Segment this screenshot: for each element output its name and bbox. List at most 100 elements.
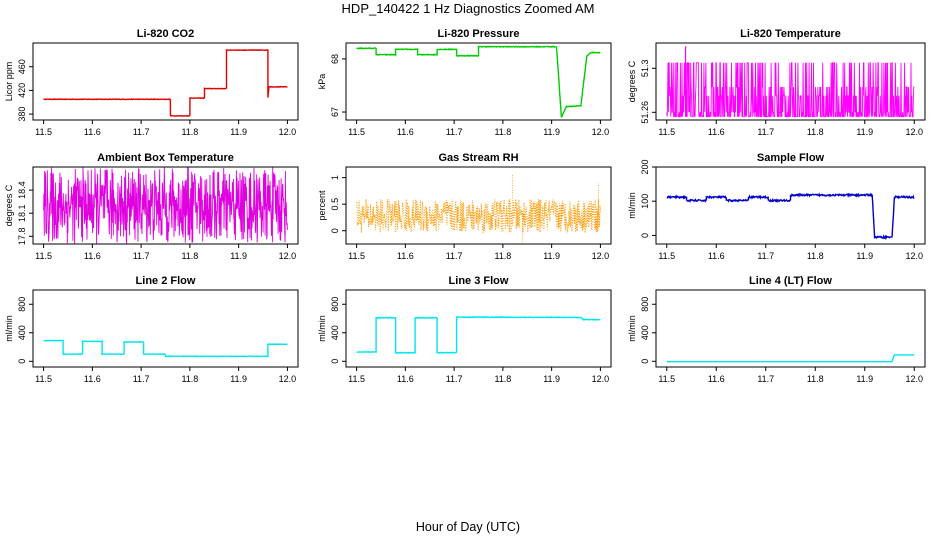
series-line bbox=[666, 192, 915, 241]
x-tick-label: 11.9 bbox=[230, 251, 247, 261]
x-tick-label: 11.7 bbox=[757, 374, 774, 384]
panel-title: Ambient Box Temperature bbox=[97, 152, 234, 164]
y-tick-label: 400 bbox=[640, 325, 650, 340]
x-tick-label: 11.8 bbox=[181, 374, 198, 384]
panel-2: Li-820 Pressure 11.5 11.6 11.7 11.8 11.9 12.0 6… bbox=[317, 28, 612, 137]
x-tick-label: 11.6 bbox=[84, 374, 101, 384]
y-tick-label: 400 bbox=[330, 325, 340, 340]
y-axis-label: ml/min bbox=[627, 315, 637, 342]
y-tick-label: 0 bbox=[640, 359, 650, 364]
x-tick-label: 11.5 bbox=[35, 251, 52, 261]
y-tick-label: 18.1 bbox=[17, 204, 27, 222]
x-tick-label: 11.9 bbox=[230, 374, 247, 384]
panel-title: Li-820 Temperature bbox=[740, 28, 841, 40]
figure-title: HDP_140422 1 Hz Diagnostics Zoomed AM bbox=[342, 1, 595, 16]
x-tick-label: 11.9 bbox=[856, 251, 873, 261]
x-tick-label: 11.9 bbox=[856, 374, 873, 384]
panel-title: Li-820 Pressure bbox=[438, 28, 520, 40]
panel-title: Li-820 CO2 bbox=[137, 28, 194, 40]
plot-frame bbox=[655, 289, 926, 368]
x-tick-label: 12.0 bbox=[905, 127, 923, 137]
plot-frame bbox=[32, 166, 299, 245]
x-tick-label: 11.9 bbox=[230, 127, 247, 137]
x-tick-label: 11.7 bbox=[133, 127, 150, 137]
x-tick-label: 11.8 bbox=[494, 251, 511, 261]
x-tick-label: 11.8 bbox=[494, 374, 511, 384]
series-line bbox=[43, 167, 288, 244]
x-tick-label: 12.0 bbox=[592, 127, 610, 137]
x-tick-label: 11.6 bbox=[397, 251, 414, 261]
plot-frame bbox=[32, 42, 299, 121]
x-tick-label: 11.9 bbox=[543, 127, 560, 137]
plot-area bbox=[356, 45, 601, 118]
y-tick-label: 0 bbox=[330, 228, 340, 233]
x-tick-label: 11.8 bbox=[807, 374, 824, 384]
panel-5: Gas Stream RH 11.5 11.6 11.7 11.8 11.9 12.0 0 0.… bbox=[317, 152, 612, 261]
x-tick-label: 11.7 bbox=[757, 251, 774, 261]
y-tick-label: 0 bbox=[330, 359, 340, 364]
x-tick-label: 12.0 bbox=[905, 251, 923, 261]
series-line bbox=[43, 339, 288, 358]
x-tick-label: 11.5 bbox=[348, 374, 365, 384]
y-tick-label: 420 bbox=[17, 83, 27, 98]
y-axis-label: ml/min bbox=[627, 192, 637, 219]
plot-area bbox=[356, 174, 601, 244]
x-tick-label: 12.0 bbox=[905, 374, 923, 384]
x-tick-label: 11.5 bbox=[348, 251, 365, 261]
plot-frame bbox=[345, 166, 612, 245]
x-tick-label: 11.6 bbox=[84, 251, 101, 261]
y-tick-label: 460 bbox=[17, 59, 27, 74]
y-tick-label: 51.26 bbox=[640, 101, 650, 124]
x-tick-label: 11.7 bbox=[133, 374, 150, 384]
x-tick-label: 11.5 bbox=[35, 127, 52, 137]
y-axis-label: ml/min bbox=[4, 315, 14, 342]
y-tick-label: 800 bbox=[330, 297, 340, 312]
y-tick-label: 200 bbox=[640, 159, 650, 174]
series-line bbox=[43, 48, 288, 117]
plot-area bbox=[666, 46, 915, 118]
x-tick-label: 11.6 bbox=[708, 374, 725, 384]
plot-frame bbox=[345, 42, 612, 121]
x-tick-label: 11.5 bbox=[658, 127, 675, 137]
plot-frame bbox=[345, 289, 612, 368]
x-tick-label: 12.0 bbox=[279, 127, 297, 137]
y-tick-label: 51.3 bbox=[640, 60, 650, 78]
plot-area bbox=[666, 192, 915, 241]
x-tick-label: 12.0 bbox=[279, 251, 297, 261]
series-line bbox=[356, 45, 601, 118]
x-tick-label: 11.6 bbox=[708, 251, 725, 261]
x-tick-label: 12.0 bbox=[592, 374, 610, 384]
y-axis-label: ml/min bbox=[317, 315, 327, 342]
x-tick-label: 11.7 bbox=[446, 251, 463, 261]
y-axis-label: degrees C bbox=[627, 60, 637, 102]
panel-title: Line 3 Flow bbox=[449, 275, 509, 287]
x-tick-label: 11.7 bbox=[446, 127, 463, 137]
plot-area bbox=[356, 315, 601, 354]
panel-title: Sample Flow bbox=[757, 152, 825, 164]
x-tick-label: 11.5 bbox=[658, 251, 675, 261]
x-tick-label: 11.8 bbox=[181, 251, 198, 261]
panels: Li-820 CO2 11.5 11.6 11.7 11.8 11.9 12.0 380 420… bbox=[4, 28, 926, 384]
plot-frame bbox=[655, 42, 926, 121]
x-tick-label: 11.5 bbox=[658, 374, 675, 384]
y-tick-label: 380 bbox=[17, 107, 27, 122]
figure-xlabel: Hour of Day (UTC) bbox=[416, 520, 520, 534]
x-tick-label: 11.8 bbox=[807, 251, 824, 261]
x-tick-label: 11.5 bbox=[348, 127, 365, 137]
series-line bbox=[356, 198, 601, 234]
y-tick-label: 100 bbox=[640, 194, 650, 209]
plot-area bbox=[666, 354, 915, 363]
x-tick-label: 11.8 bbox=[181, 127, 198, 137]
panel-4: Ambient Box Temperature 11.5 11.6 11.7 11.8 1… bbox=[4, 152, 299, 261]
x-tick-label: 11.6 bbox=[397, 374, 414, 384]
panel-title: Line 4 (LT) Flow bbox=[749, 275, 832, 287]
x-tick-label: 11.9 bbox=[543, 374, 560, 384]
y-axis-label: Licor ppm bbox=[4, 62, 14, 102]
x-tick-label: 11.7 bbox=[446, 374, 463, 384]
panel-title: Gas Stream RH bbox=[438, 152, 518, 164]
y-tick-label: 800 bbox=[640, 297, 650, 312]
x-tick-label: 11.6 bbox=[84, 127, 101, 137]
y-tick-label: 0.5 bbox=[330, 198, 340, 211]
plot-frame bbox=[655, 166, 926, 245]
